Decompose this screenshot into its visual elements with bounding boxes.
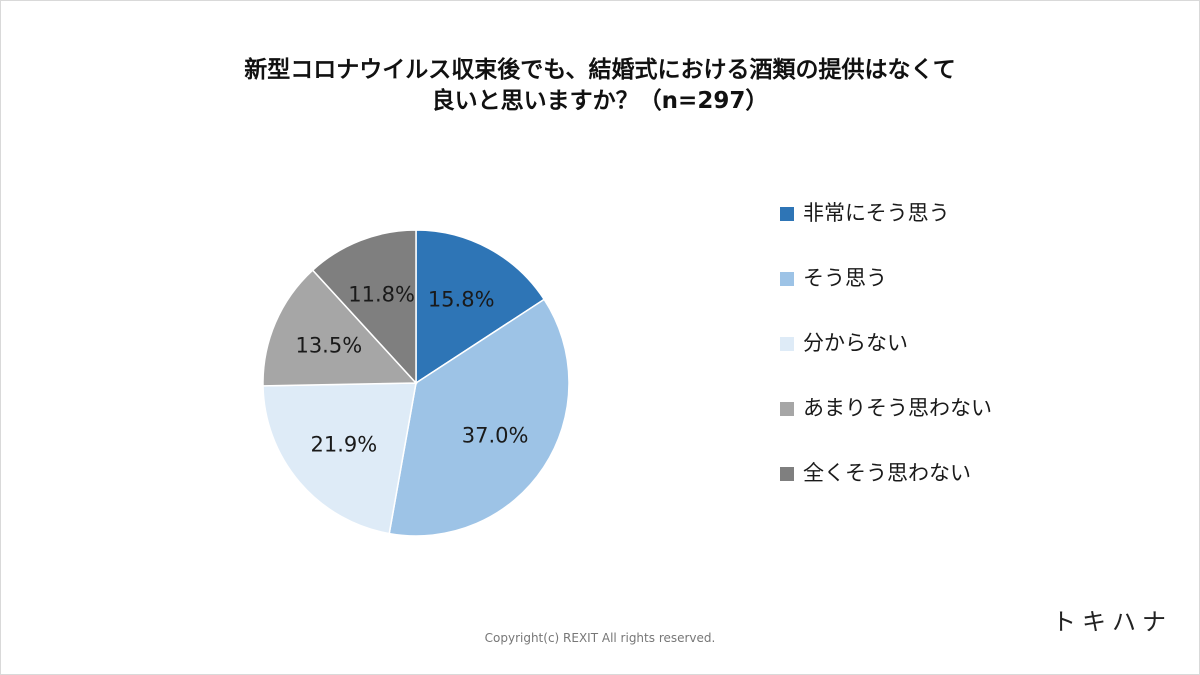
chart-title-line-2: 良いと思いますか？（n=297） bbox=[431, 88, 769, 114]
copyright-notice: Copyright(c) REXIT All rights reserved. bbox=[484, 631, 716, 645]
pie-slice-unsure bbox=[262, 382, 417, 535]
pie-slice-somewhat-disagree bbox=[262, 269, 418, 387]
pie-slice-agree bbox=[388, 298, 570, 537]
legend-item-somewhat-disagree: あまりそう思わない bbox=[780, 390, 992, 455]
legend-item-strongly-disagree: 全くそう思わない bbox=[780, 455, 992, 520]
legend: 非常にそう思う そう思う 分からない あまりそう思わない 全くそう思わない bbox=[780, 195, 992, 520]
data-label-agree: 37.0% bbox=[462, 423, 529, 447]
data-label-strongly-disagree: 11.8% bbox=[348, 283, 415, 307]
pie-slice-strongly-disagree bbox=[311, 229, 417, 385]
pie-slice-very-much-agree bbox=[415, 229, 546, 385]
brand-logo: トキハナ bbox=[1052, 608, 1172, 636]
legend-label: 分からない bbox=[803, 331, 908, 355]
legend-item-agree: そう思う bbox=[780, 260, 992, 325]
chart-title: 新型コロナウイルス収束後でも、結婚式における酒類の提供はなくて 良いと思いますか… bbox=[0, 55, 1200, 117]
data-label-unsure: 21.9% bbox=[311, 433, 378, 457]
legend-label: 非常にそう思う bbox=[803, 201, 950, 225]
legend-swatch bbox=[780, 272, 794, 286]
legend-swatch bbox=[780, 337, 794, 351]
legend-item-unsure: 分からない bbox=[780, 325, 992, 390]
data-label-very-much-agree: 15.8% bbox=[428, 288, 495, 312]
legend-swatch bbox=[780, 207, 794, 221]
legend-swatch bbox=[780, 402, 794, 416]
legend-item-very-much-agree: 非常にそう思う bbox=[780, 195, 992, 260]
legend-swatch bbox=[780, 467, 794, 481]
legend-label: あまりそう思わない bbox=[803, 396, 992, 420]
chart-title-line-1: 新型コロナウイルス収束後でも、結婚式における酒類の提供はなくて bbox=[244, 57, 956, 83]
data-label-somewhat-disagree: 13.5% bbox=[295, 334, 362, 358]
legend-label: 全くそう思わない bbox=[803, 461, 971, 485]
legend-label: そう思う bbox=[803, 266, 887, 290]
